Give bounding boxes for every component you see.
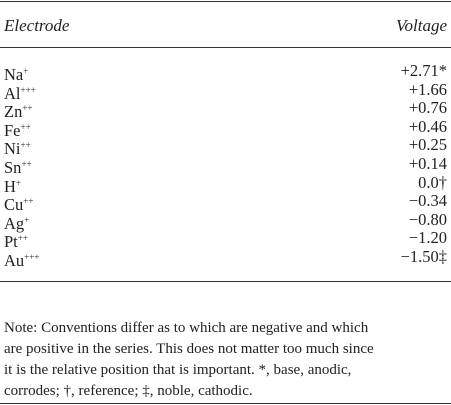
voltage: +0.76 [408, 98, 447, 118]
table-row: Au+++ −1.50‡ [4, 247, 447, 270]
voltage: 0.0† [418, 172, 447, 192]
electrode-symbol: Sn [4, 158, 22, 177]
electrode-charge: ++ [17, 233, 28, 244]
table-row: Cu++ −0.34 [4, 191, 447, 214]
top-rule [0, 1, 451, 2]
electrode-symbol: Ag [4, 213, 25, 233]
electrode: Pt++ [4, 229, 28, 251]
table-row: H+ 0.0† [4, 172, 447, 195]
electrode-symbol: Zn [4, 102, 23, 122]
electrode-symbol: Au [4, 251, 25, 270]
note-line: corrodes; †, reference; ‡, noble, cathod… [4, 383, 253, 399]
voltage: −1.50‡ [400, 247, 447, 266]
table-row: Pt++ −1.20 [4, 228, 447, 251]
electrode-symbol: Cu [4, 195, 24, 215]
note-line: it is the relative position that is impo… [4, 362, 352, 378]
table-row: Zn++ +0.76 [4, 98, 447, 121]
electrode-symbol: Na [4, 65, 24, 84]
note-line: Note: Conventions differ as to which are… [4, 320, 369, 336]
electrode: Ni++ [4, 136, 31, 158]
electrode-charge: ++ [21, 159, 32, 169]
electrode-symbol: Al [4, 83, 21, 103]
electrode-charge: ++ [20, 121, 31, 132]
electrode-charge: + [24, 214, 30, 225]
voltage: −1.20 [408, 228, 447, 248]
electrode: Ag+ [4, 211, 29, 233]
voltage: −0.80 [408, 209, 447, 229]
table-row: Ni++ +0.25 [4, 135, 447, 158]
voltage: +2.71* [400, 61, 447, 80]
electrode: Fe++ [4, 118, 31, 140]
note-line: are positive in the series. This does no… [4, 341, 374, 357]
electrode: Au+++ [4, 248, 39, 270]
voltage: −0.34 [408, 191, 447, 211]
electrode-charge: + [23, 66, 29, 76]
table-row: Al+++ +1.66 [4, 79, 447, 102]
table-rule [0, 281, 451, 282]
electrode-symbol: Ni [4, 139, 21, 159]
electrode-charge: ++ [20, 140, 31, 151]
header-voltage: Voltage [396, 16, 447, 35]
header-electrode: Electrode [4, 16, 70, 35]
bottom-rule [0, 403, 451, 404]
electrode-charge: ++ [23, 196, 34, 207]
electrode: Al+++ [4, 81, 36, 103]
voltage: +1.66 [408, 79, 447, 99]
electrode-charge: +++ [24, 252, 40, 262]
table-row: Sn++ +0.14 [4, 154, 447, 177]
electrode-charge: ++ [22, 103, 33, 114]
electrode-symbol: H [4, 176, 16, 196]
electrode-charge: + [15, 177, 21, 188]
table-row: Ag+ −0.80 [4, 209, 447, 232]
electrode: H+ [4, 174, 21, 196]
electrode: Cu++ [4, 192, 33, 214]
electrode: Zn++ [4, 99, 33, 121]
voltage: +0.14 [408, 154, 447, 173]
electrode: Sn++ [4, 155, 32, 177]
electrode-symbol: Pt [4, 232, 18, 252]
voltage: +0.46 [408, 116, 447, 136]
table-row: Na+ +2.71* [4, 61, 447, 84]
electrode-charge: +++ [20, 84, 36, 95]
electrode: Na+ [4, 62, 28, 84]
table-row: Fe++ +0.46 [4, 116, 447, 139]
voltage: +0.25 [408, 135, 447, 155]
header-rule [0, 47, 451, 48]
electrode-symbol: Fe [4, 120, 21, 140]
